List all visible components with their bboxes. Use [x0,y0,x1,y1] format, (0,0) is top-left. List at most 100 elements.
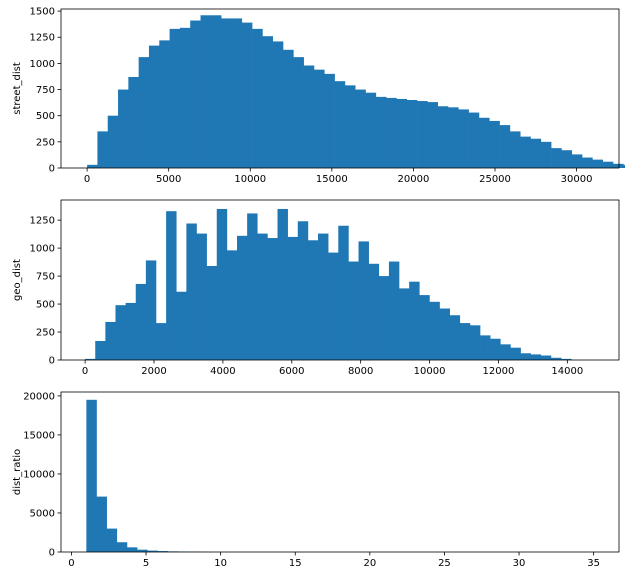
histogram-bar [368,263,380,360]
histogram-bar [551,148,562,169]
histogram-bar [179,27,191,168]
histogram-bar [257,233,268,360]
histogram-bar [96,496,107,552]
x-tick-label: 35 [587,558,600,569]
histogram-bar [358,241,369,360]
x-tick-label: 10000 [414,366,446,377]
histogram-bar [399,288,410,360]
histogram-bar [86,399,97,552]
histogram-bar [148,45,160,168]
histogram-bar [520,353,531,360]
histogram-bar [252,28,263,169]
histogram-panel-street_dist: 0 5000 10000 15000 20000 25000 30000 0 250 500 750… [12,7,625,185]
histogram-bar [226,250,238,360]
histogram-bar [241,22,253,168]
histogram-bar [169,28,181,169]
histogram-bar [297,221,309,360]
histogram-bar [602,161,614,168]
x-tick-label: 10 [214,558,227,569]
histogram-bar [437,106,449,168]
histogram-bar [550,357,562,360]
x-tick-label: 25 [438,558,451,569]
y-tick-label: 250 [36,137,55,148]
histogram-bar [85,358,96,360]
histogram-bar [293,57,304,169]
histogram-bar [334,81,346,168]
histogram-bar [237,235,248,360]
histogram-bar [469,325,481,360]
histogram-bar [613,163,624,168]
histogram-bar [157,551,168,552]
y-tick-label: 0 [49,356,55,367]
histogram-panel-dist_ratio: 0 5 10 15 20 25 30 35 0 5000 10000 15000 20000 dist_r… [12,391,620,569]
y-tick-label: 1250 [30,33,55,44]
x-tick-label: 14000 [551,366,583,377]
histogram-bar [427,102,438,168]
histogram-bar [138,57,150,169]
histogram-bar [262,36,274,169]
x-tick-label: 0 [84,174,90,185]
y-axis-label: street_dist [12,62,23,115]
y-tick-label: 1250 [30,216,55,227]
histogram-bar [439,308,450,360]
histogram-bar [313,69,325,168]
histogram-bar [419,295,430,360]
y-tick-label: 750 [36,85,55,96]
histogram-bar [328,252,339,360]
histogram-bar [582,157,593,168]
y-tick-label: 5000 [30,508,55,519]
histogram-bar [231,18,243,168]
x-tick-label: 0 [68,558,74,569]
histogram-bar [147,550,158,552]
histogram-bar [115,305,126,360]
histogram-bar [247,213,258,360]
histogram-bar [499,125,511,168]
histogram-bar [338,225,349,360]
histogram-bar [406,100,418,168]
histogram-bar [561,358,572,360]
y-tick-label: 750 [36,272,55,283]
histogram-bar [318,233,329,360]
histogram-bar [458,109,469,168]
histogram-bar [307,240,319,360]
y-tick-label: 1000 [30,59,55,70]
histogram-bar [561,150,573,168]
y-tick-label: 15000 [23,430,55,441]
histogram-bar [365,92,377,168]
histogram-bar [87,164,98,168]
histogram-bar [125,302,137,360]
histogram-bar [592,159,603,168]
histogram-bar [489,120,500,168]
histogram-bar [216,208,228,360]
y-axis-label: geo_dist [12,259,23,301]
x-tick-label: 15 [289,558,302,569]
histogram-bar [166,211,177,360]
x-tick-label: 20 [363,558,376,569]
histogram-bar [388,261,400,360]
axes-frame [60,8,620,169]
histogram-bar [429,301,440,360]
histogram-bar [200,15,212,169]
histogram-bar [97,131,109,168]
histogram-bar [480,335,491,360]
histogram-bar [176,291,187,360]
histogram-bar [283,49,294,168]
histogram-bar [386,97,397,168]
y-tick-label: 500 [36,300,55,311]
histogram-bar [95,340,106,360]
histogram-bar [137,549,148,552]
histogram-bar [540,355,552,360]
histogram-bar [409,281,420,360]
histogram-bar [287,236,299,360]
histogram-bar [417,101,428,168]
x-tick-label: 20000 [398,174,430,185]
histogram-bar [509,131,521,168]
histogram-bar [378,276,390,360]
x-tick-label: 30000 [561,174,593,185]
axes-frame [60,199,620,361]
histogram-bar [478,117,490,168]
x-tick-label: 30 [513,558,526,569]
histogram-bar [126,547,138,552]
histogram-bar [145,260,157,360]
x-tick-label: 25000 [479,174,511,185]
